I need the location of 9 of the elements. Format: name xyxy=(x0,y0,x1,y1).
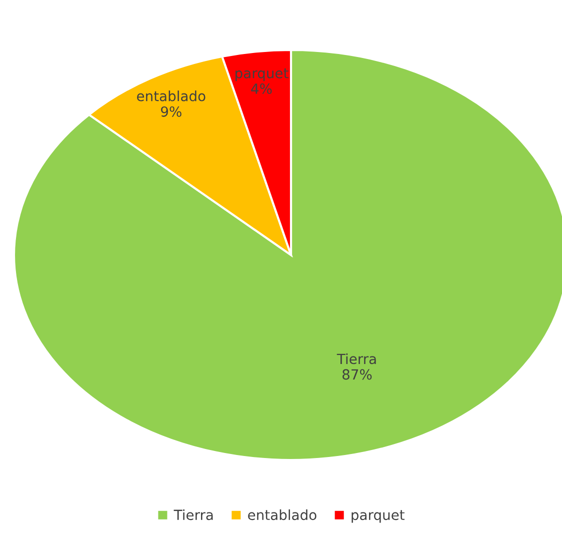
legend-label: parquet xyxy=(352,510,405,523)
slice-label: Tierra xyxy=(336,353,376,364)
data-label: 4% xyxy=(251,83,272,94)
slice-label: parquet xyxy=(236,68,288,82)
legend-label: entablado xyxy=(248,509,316,520)
slice-label: entablado xyxy=(137,90,206,102)
data-label: 87% xyxy=(342,369,372,380)
legend-label: Tierra xyxy=(174,509,213,520)
data-label: 9% xyxy=(161,106,182,117)
